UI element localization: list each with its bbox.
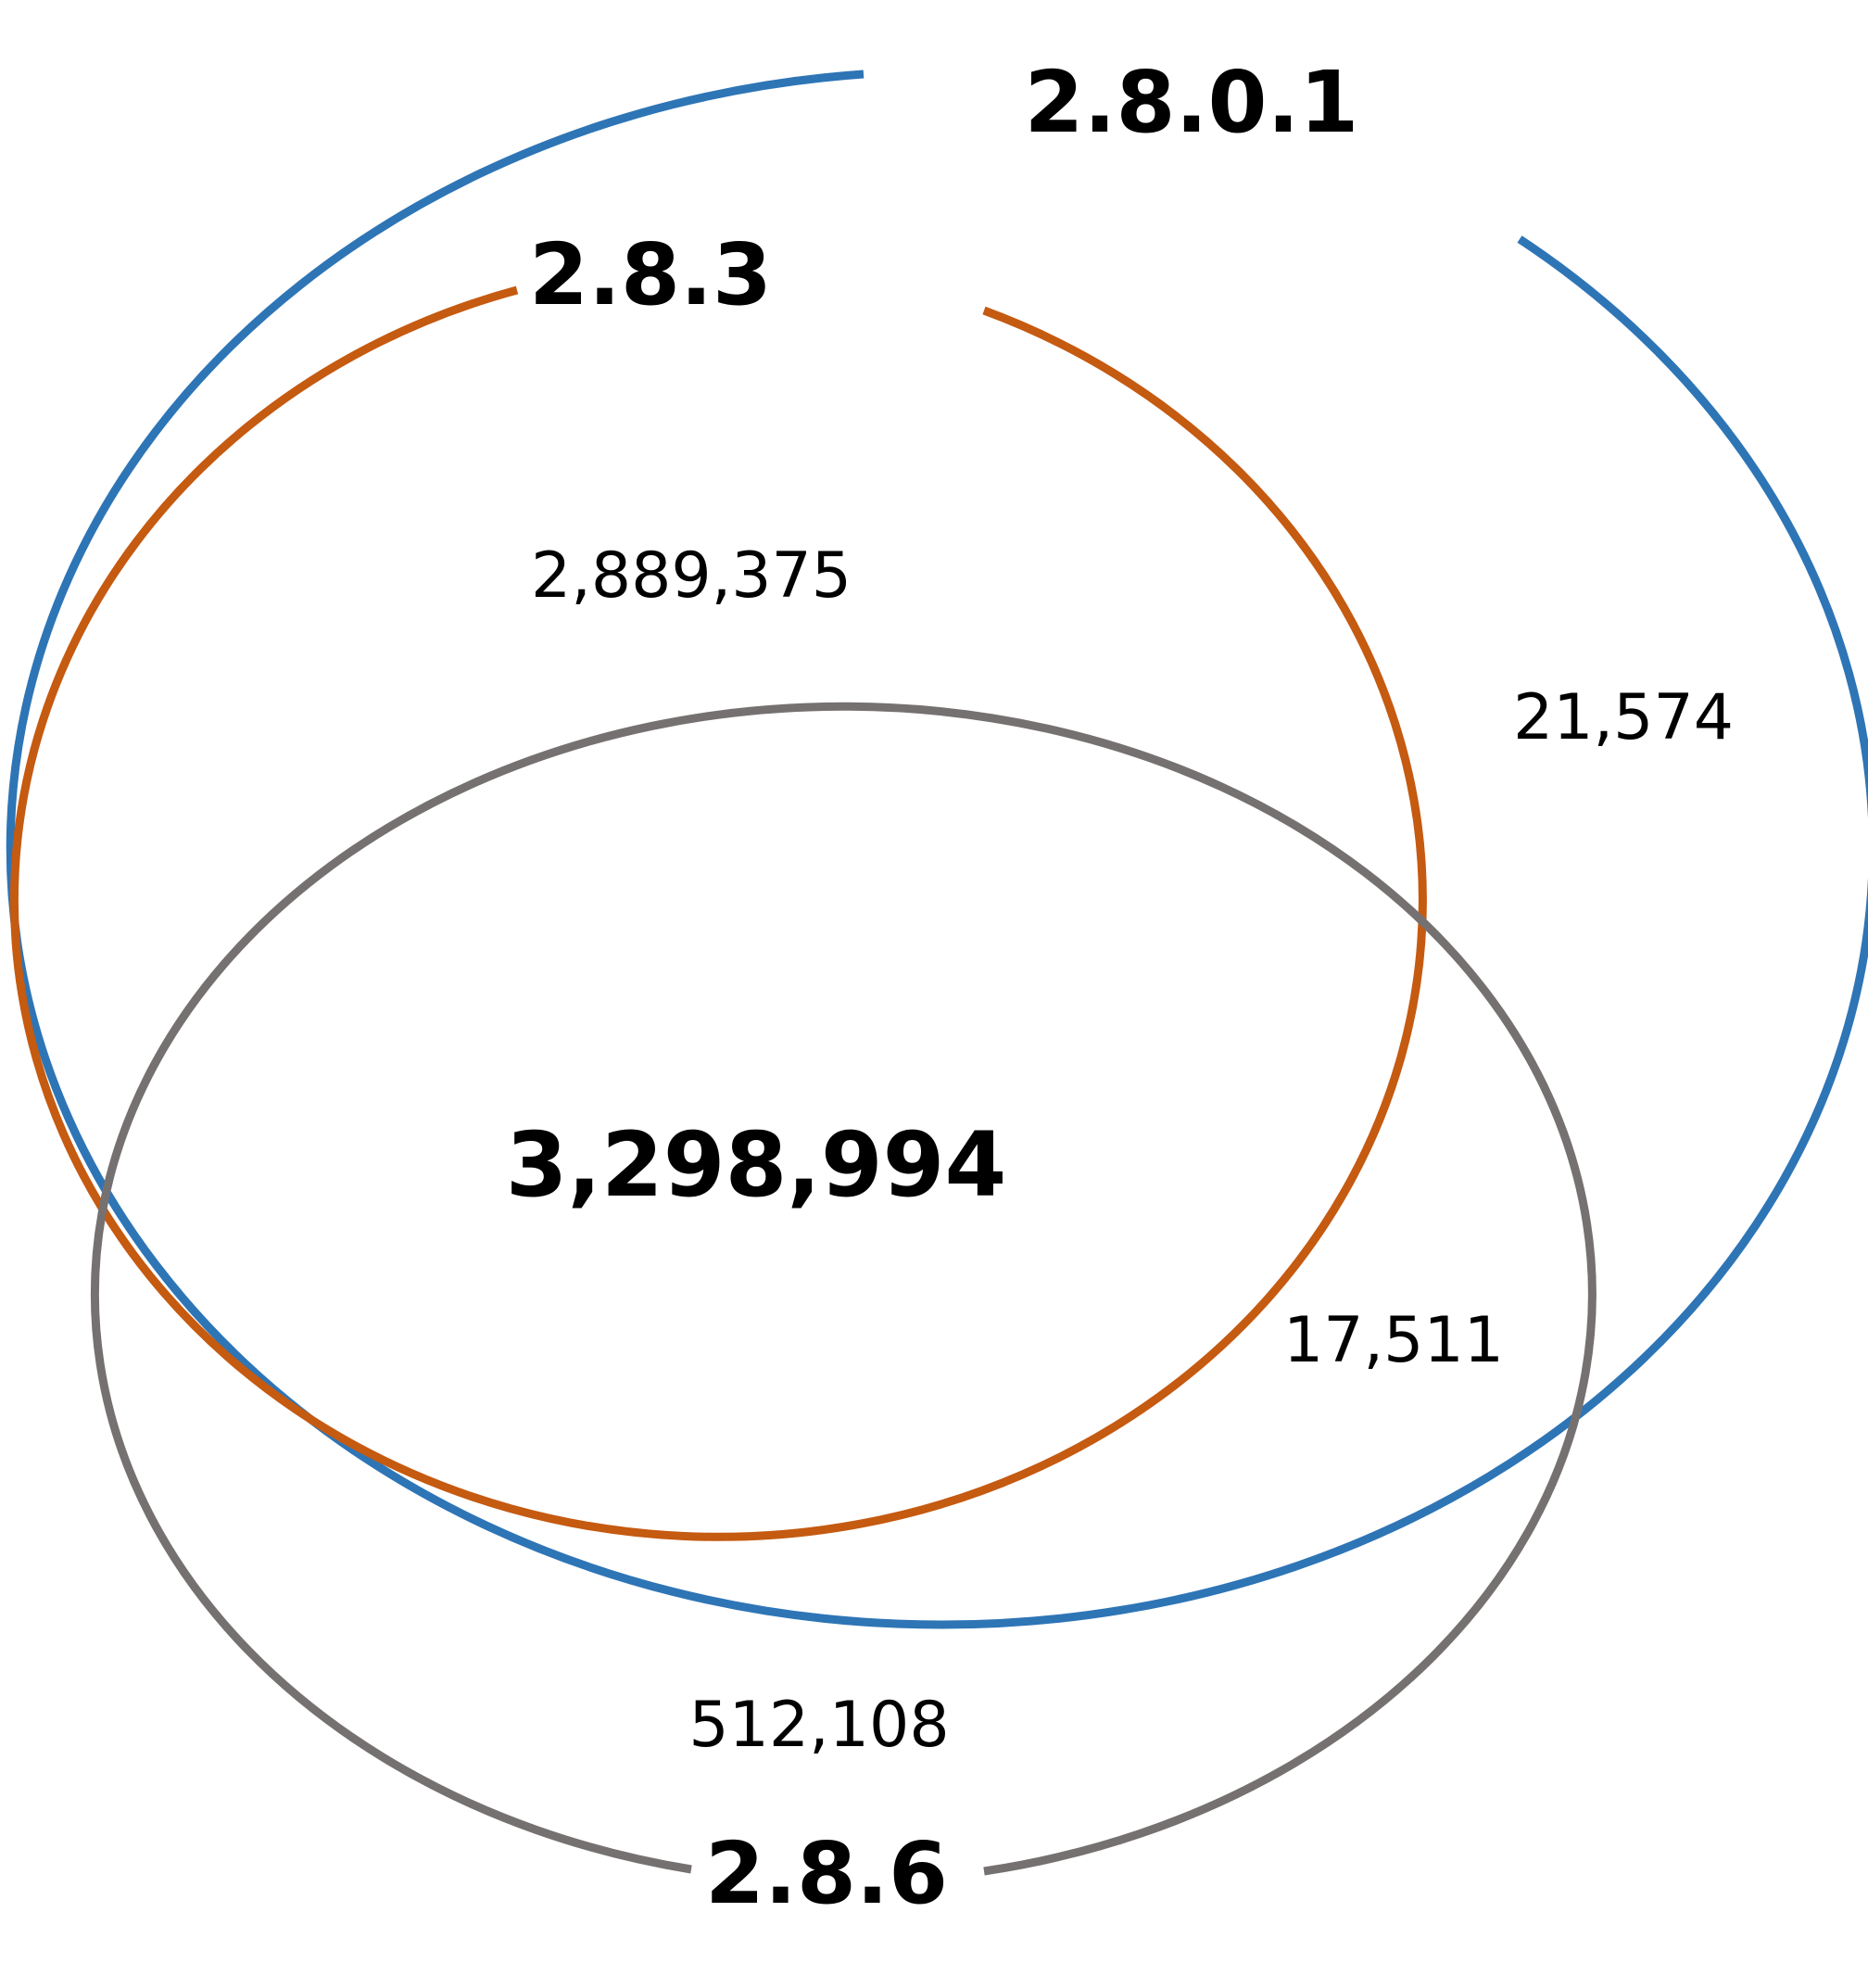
set-label-286: 2.8.6 [705,1824,948,1923]
region-count-286-only: 512,108 [688,1689,949,1762]
set-label-283: 2.8.3 [529,225,772,324]
region-count-2801-283: 2,889,375 [531,539,852,613]
region-count-2801-only: 21,574 [1513,681,1734,754]
set-283-outline [10,285,1427,1541]
region-count-2801-286: 17,511 [1283,1304,1504,1377]
region-count-all: 3,298,994 [506,1113,1007,1217]
set-286-outline [90,702,1597,1876]
set-2801-outline [6,70,1868,1629]
set-label-2801: 2.8.0.1 [1025,53,1359,152]
